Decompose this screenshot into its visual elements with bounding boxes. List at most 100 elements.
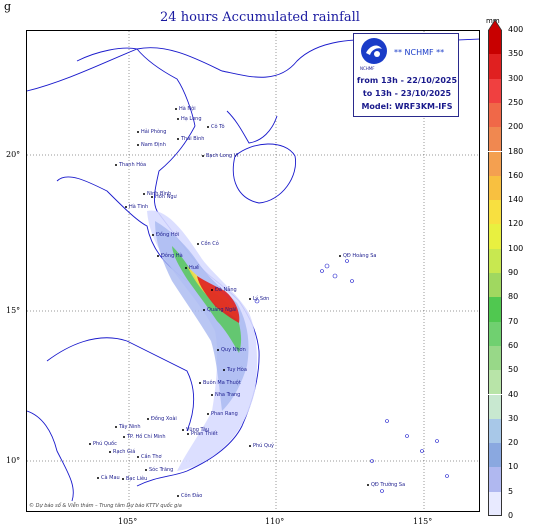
place-label: Cô Tô [207,124,225,130]
period-to: to 13h - 23/10/2025 [362,89,452,98]
page-title: 24 hours Accumulated rainfall [160,10,360,25]
legend-level-label: 80 [508,292,519,302]
rainfall-map: Hà Nội Hạ Long Cô Tô Hải Phòng Thái Bình… [26,30,480,512]
spratly-island-5 [370,459,374,463]
place-label: Hà Tĩnh [125,204,148,210]
legend-swatch [488,273,502,298]
legend-swatch [488,467,502,492]
legend-level-label: 400 [508,25,524,34]
place-label: Rạch Giá [109,449,135,455]
spratly-island-3 [420,449,424,453]
place-label: QĐ Trường Sa [367,482,405,488]
legend-swatch [488,418,502,444]
lon-tick-115: 115° [413,517,433,526]
agency-label: ** NCHMF ** [394,48,445,57]
legend-top-arrow [488,20,502,31]
place-label: Cần Thơ [137,454,162,460]
legend-swatch [488,370,502,395]
spratly-island-1 [385,419,389,423]
place-label: Nha Trang [211,392,240,398]
place-label: Tuy Hòa [223,367,247,373]
leizhou-peninsula [226,110,278,144]
ly-son-island [254,298,260,304]
legend-level-label: 20 [508,438,519,448]
place-label: Quảng Ngãi [203,307,236,313]
place-label: TP. Hồ Chí Minh [123,434,166,440]
legend-level-label: 90 [508,268,519,277]
legend-level-label: 160 [508,170,524,180]
place-label: Bạch Long Vĩ [202,153,239,159]
legend-level-label: 70 [508,316,519,326]
legend-swatch [488,78,502,103]
place-label: Tây Ninh [115,424,141,430]
spratly-island-6 [445,474,449,478]
legend-level-label: 100 [508,243,524,253]
rainfall-overlay [147,210,257,471]
place-label: Phú Quý [249,443,274,449]
place-label: Hạ Long [177,116,202,122]
place-label: Huế [185,265,199,271]
lat-tick-20: 20° [6,150,21,159]
legend-swatch [488,248,502,273]
legend-level-label: 120 [508,219,524,229]
place-label: Thái Bình [177,136,204,142]
legend-swatch [488,297,502,322]
legend-swatch [488,491,502,516]
place-label: Hòn Ngư [151,194,177,200]
place-label: Buôn Ma Thuột [199,380,241,386]
credits: © Dự báo số & Viễn thám – Trung tâm Dự b… [29,503,182,509]
legend-swatch [488,443,502,468]
logo-text: NCHMF [360,66,375,71]
spratly-island-2 [405,434,409,438]
place-label: Phan Rang [207,411,238,417]
place-label: Đà Nẵng [211,287,237,293]
place-label: Côn Đảo [177,493,202,499]
legend-level-label: 30 [508,413,519,423]
legend-swatch [488,200,502,225]
place-label: Cà Mau [97,475,120,481]
place-label: Nam Định [137,142,166,148]
legend-swatch [488,127,502,152]
legend-swatch [488,102,502,128]
corner-letter: g [4,0,12,13]
legend-colorbar [488,30,502,516]
model-label: Model: WRF3KM-IFS [361,102,453,111]
legend-swatch [488,54,502,79]
legend-level-label: 250 [508,97,524,107]
place-label: Cồn Cỏ [197,241,219,247]
map-canvas [27,31,479,511]
place-label: Phan Thiết [187,431,218,437]
legend-swatch [488,394,502,419]
paracel-island-2 [332,273,338,279]
legend-level-label: 10 [508,462,519,472]
legend-level-label: 0 [508,511,514,520]
place-label: Đồng Hới [152,232,179,238]
place-label: Hà Nội [175,106,196,112]
spratly-island-7 [380,489,384,493]
legend-swatch [488,151,502,176]
china-coast [27,38,479,92]
cambodia-border [46,337,195,432]
nchmf-logo [361,38,387,64]
legend-level-label: 180 [508,146,524,156]
legend-level-label: 5 [508,486,514,496]
lon-tick-110: 110° [265,517,285,526]
place-label: Sóc Trăng [145,467,173,473]
legend-level-label: 140 [508,195,524,205]
place-label: Lý Sơn [249,296,269,302]
lat-tick-10: 10° [6,456,21,465]
place-label: QĐ Hoàng Sa [339,253,376,259]
legend-swatch [488,345,502,371]
place-label: Quy Nhơn [217,347,246,353]
legend-level-label: 350 [508,49,524,59]
legend-swatch [488,175,502,201]
legend-swatch [488,321,502,346]
spratly-island-4 [435,439,439,443]
legend-level-label: 60 [508,340,519,350]
lon-tick-105: 105° [118,517,138,526]
place-label: Đồng Xoài [147,416,177,422]
legend-level-label: 200 [508,122,524,132]
legend-level-label: 50 [508,365,519,375]
vietnam-north-border [76,47,196,127]
legend-unit: mm [486,17,500,25]
